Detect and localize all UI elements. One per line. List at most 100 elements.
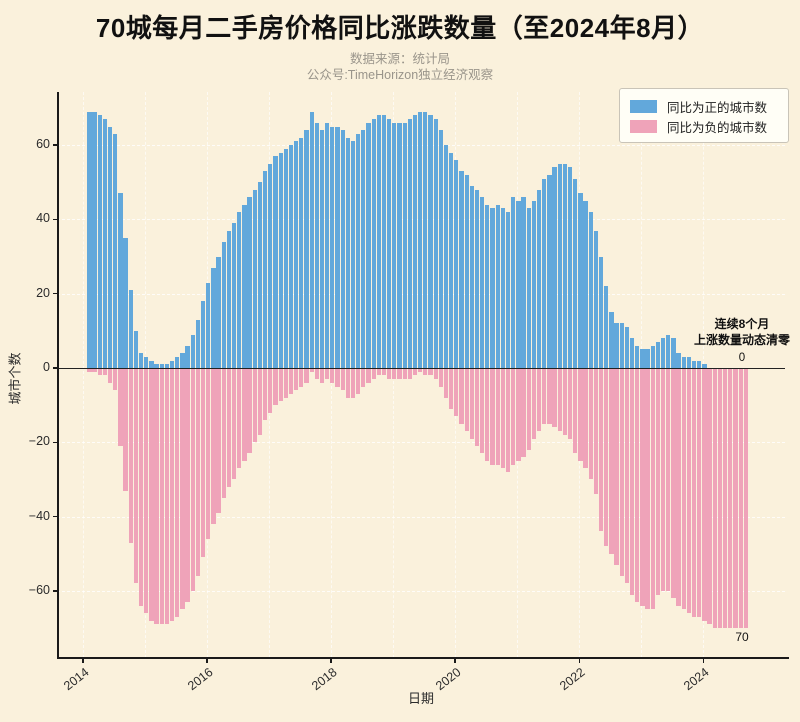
y-tick-label: 0 bbox=[43, 360, 50, 374]
bar-positive bbox=[221, 241, 226, 368]
bar-positive bbox=[185, 345, 190, 368]
bar-negative bbox=[660, 368, 666, 591]
bar-negative bbox=[164, 368, 170, 625]
legend-item-positive: 同比为正的城市数 bbox=[630, 96, 778, 116]
bar-positive bbox=[666, 334, 671, 368]
bar-negative bbox=[449, 368, 454, 409]
bar-positive bbox=[180, 353, 185, 368]
bar-positive bbox=[505, 211, 511, 368]
bar-negative bbox=[578, 368, 583, 461]
y-tick-mark bbox=[53, 293, 57, 295]
bar-negative bbox=[712, 368, 717, 629]
bar-positive bbox=[660, 338, 666, 368]
bar-positive bbox=[376, 115, 381, 368]
bar-positive bbox=[92, 111, 97, 368]
bar-positive bbox=[144, 356, 149, 368]
bar-positive bbox=[402, 122, 407, 368]
bar-negative bbox=[655, 368, 661, 595]
bar-negative bbox=[345, 368, 350, 398]
bar-positive bbox=[588, 211, 593, 368]
bar-negative bbox=[381, 368, 387, 376]
bar-positive bbox=[149, 360, 154, 368]
bar-positive bbox=[495, 204, 500, 368]
bar-negative bbox=[536, 368, 542, 432]
bar-negative bbox=[717, 368, 723, 629]
y-tick-mark bbox=[53, 441, 57, 443]
bar-positive bbox=[691, 360, 697, 368]
chart-title: 70城每月二手房价格同比涨跌数量（至2024年8月） bbox=[95, 13, 705, 43]
bar-negative bbox=[92, 368, 97, 372]
bar-negative bbox=[650, 368, 655, 610]
bar-negative bbox=[666, 368, 671, 591]
bar-positive bbox=[531, 200, 537, 368]
h-gridline bbox=[57, 516, 785, 518]
y-tick-mark bbox=[53, 590, 57, 592]
bar-negative bbox=[221, 368, 226, 499]
y-tick-label: 60 bbox=[36, 137, 50, 152]
bar-negative bbox=[387, 368, 392, 380]
bar-negative bbox=[102, 368, 108, 376]
bar-negative bbox=[624, 368, 630, 584]
bar-negative bbox=[552, 368, 557, 428]
bar-negative bbox=[743, 368, 748, 629]
x-tick-mark bbox=[206, 658, 208, 663]
bar-negative bbox=[226, 368, 232, 487]
bar-negative bbox=[268, 368, 273, 413]
legend-label-positive: 同比为正的城市数 bbox=[667, 100, 768, 115]
bar-negative bbox=[288, 368, 294, 394]
bar-negative bbox=[159, 368, 164, 625]
bar-negative bbox=[412, 368, 418, 376]
bar-negative bbox=[490, 368, 495, 465]
bar-negative bbox=[557, 368, 562, 432]
bar-positive bbox=[319, 130, 325, 368]
bar-positive bbox=[449, 152, 454, 368]
bar-positive bbox=[583, 200, 588, 368]
bar-negative bbox=[593, 368, 599, 495]
bar-negative bbox=[257, 368, 263, 435]
bar-positive bbox=[392, 122, 397, 368]
bar-negative bbox=[671, 368, 676, 599]
bar-positive bbox=[635, 345, 640, 368]
wechat-account-subtitle: 公众号:TimeHorizon独立经济观察 bbox=[306, 68, 494, 82]
bar-negative bbox=[356, 368, 361, 394]
bar-negative bbox=[252, 368, 257, 443]
bar-positive bbox=[480, 197, 485, 368]
bar-positive bbox=[697, 360, 702, 368]
bar-negative bbox=[350, 368, 356, 398]
bar-negative bbox=[371, 368, 376, 380]
bar-positive bbox=[671, 338, 676, 368]
bar-negative bbox=[707, 368, 712, 625]
y-tick-mark bbox=[53, 218, 57, 221]
bar-negative bbox=[304, 368, 309, 383]
bar-negative bbox=[397, 368, 402, 380]
bar-positive bbox=[474, 189, 480, 368]
bar-negative bbox=[609, 368, 614, 554]
bar-positive bbox=[138, 353, 144, 368]
bar-positive bbox=[288, 145, 294, 368]
bar-positive bbox=[536, 189, 542, 368]
bar-negative bbox=[469, 368, 474, 439]
bar-negative bbox=[330, 368, 335, 383]
zero-streak-annotation: 连续8个月 上涨数量动态清零 bbox=[692, 316, 792, 348]
y-axis-spine bbox=[57, 92, 59, 658]
bar-negative bbox=[640, 368, 645, 606]
bar-positive bbox=[438, 130, 443, 368]
bar-negative bbox=[185, 368, 190, 603]
bar-positive bbox=[350, 141, 356, 368]
bar-positive bbox=[412, 115, 418, 368]
bar-negative bbox=[211, 368, 216, 525]
bar-negative bbox=[500, 368, 505, 469]
bar-positive bbox=[598, 256, 604, 368]
bar-negative bbox=[676, 368, 681, 606]
bar-negative bbox=[547, 368, 552, 424]
bar-positive bbox=[500, 208, 505, 368]
bar-positive bbox=[87, 111, 92, 368]
bar-positive bbox=[216, 256, 221, 368]
bar-positive bbox=[309, 111, 314, 368]
bar-positive bbox=[686, 356, 692, 368]
bar-positive bbox=[397, 122, 402, 368]
bar-negative bbox=[144, 368, 149, 614]
bar-positive bbox=[294, 141, 299, 368]
bar-negative bbox=[691, 368, 697, 617]
